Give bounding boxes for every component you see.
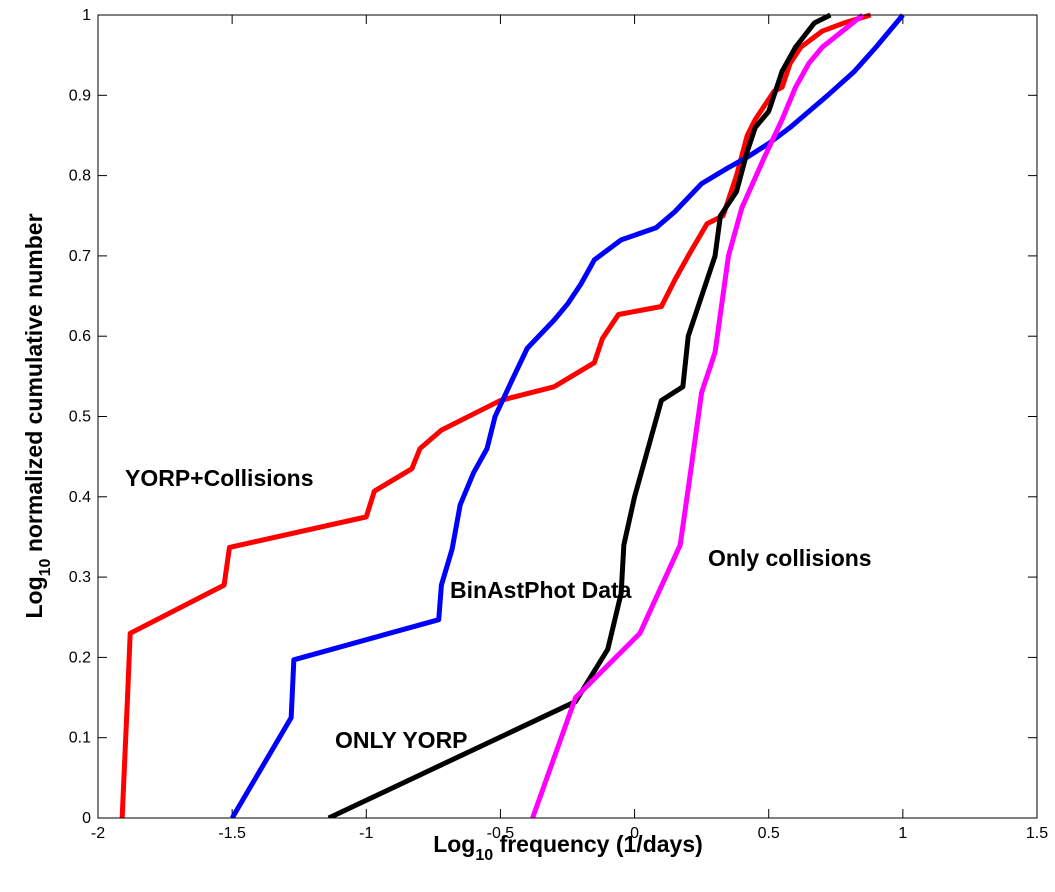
- x-tick-label: 1.5: [1026, 825, 1048, 842]
- y-axis-label-part: 10: [37, 558, 54, 576]
- y-tick-label: 0.7: [69, 248, 91, 265]
- y-tick-label: 0.5: [69, 409, 91, 426]
- y-axis-label-part: Log: [21, 576, 47, 618]
- y-tick-label: 0.9: [69, 87, 91, 104]
- y-tick-label: 0.4: [69, 489, 91, 506]
- x-tick-label: -1.5: [218, 825, 246, 842]
- y-tick-label: 0.2: [69, 649, 91, 666]
- series-label: Only collisions: [708, 545, 872, 571]
- y-tick-label: 0: [82, 810, 91, 827]
- y-tick-label: 0.6: [69, 328, 91, 345]
- axes-frame: [97, 14, 1038, 819]
- y-axis-label-part: normalized cumulative number: [21, 213, 47, 558]
- x-axis-label: Log10 frequency (1/days): [433, 831, 703, 864]
- x-tick-label: -2: [91, 825, 105, 842]
- series-line: [327, 12, 832, 818]
- series-label: ONLY YORP: [335, 727, 468, 753]
- x-tick-label: 0: [630, 825, 639, 842]
- series-line: [119, 12, 872, 818]
- x-tick-label: -0.5: [487, 825, 515, 842]
- series-line: [229, 13, 905, 818]
- y-tick-label: 0.3: [69, 569, 91, 586]
- x-axis-label-part: frequency (1/days): [493, 831, 703, 857]
- x-tick-label: 1: [898, 825, 907, 842]
- x-tick-label: -1: [359, 825, 373, 842]
- y-tick-label: 1: [82, 7, 91, 24]
- series-line: [530, 13, 865, 818]
- x-axis-label-part: Log: [433, 831, 475, 857]
- y-axis-label: Log10 normalized cumulative number: [21, 213, 54, 618]
- series-label: YORP+Collisions: [125, 465, 314, 491]
- x-axis-label-part: 10: [475, 847, 493, 864]
- y-tick-label: 0.1: [69, 730, 91, 747]
- x-tick-label: 0.5: [758, 825, 780, 842]
- y-tick-label: 0.8: [69, 168, 91, 185]
- series-label: BinAstPhot Data: [450, 577, 632, 603]
